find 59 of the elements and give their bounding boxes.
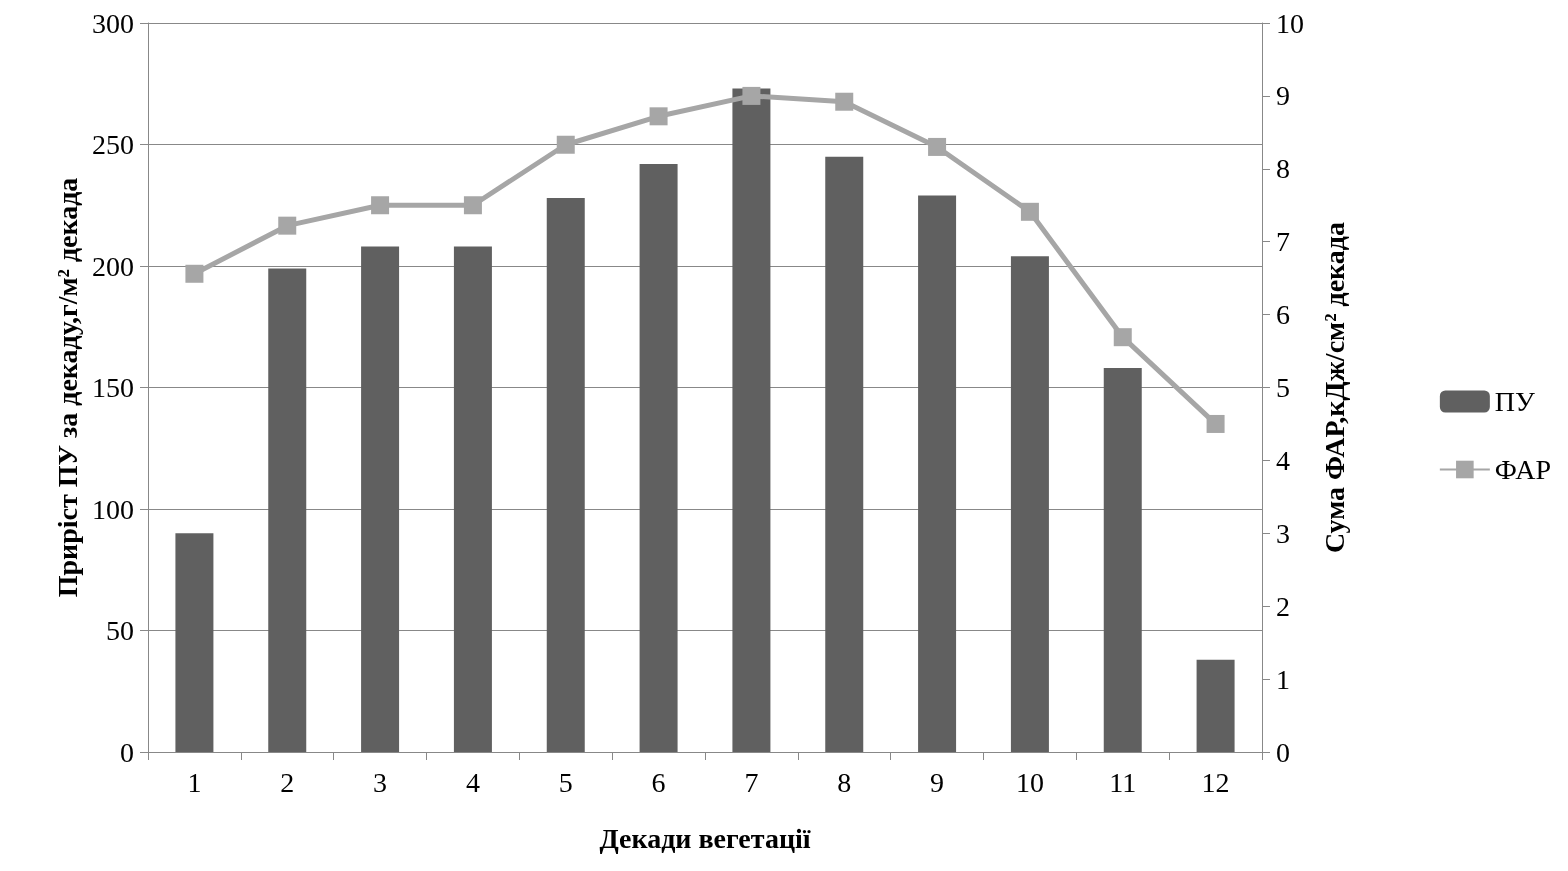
x-tick-label: 1 (187, 766, 202, 798)
y2-axis-title: Сума ФАР,кДж/см² декада (1318, 222, 1350, 553)
point (1113, 328, 1132, 347)
y2-tick-label: 7 (1276, 226, 1290, 258)
point (185, 264, 204, 283)
y2-tick-label: 5 (1276, 372, 1290, 403)
legend-label: ФАР (1494, 454, 1552, 485)
point (1206, 414, 1225, 433)
bar (639, 163, 678, 752)
y2-tick-label: 3 (1276, 517, 1290, 549)
x-tick-label: 3 (373, 766, 388, 798)
x-tick-label: 10 (1015, 766, 1044, 798)
bar (546, 197, 585, 752)
point (928, 137, 947, 156)
point (835, 92, 854, 111)
y2-tick-label: 0 (1276, 736, 1290, 768)
y2-tick-label: 10 (1276, 7, 1304, 39)
y-tick-label: 0 (120, 736, 134, 768)
point (1020, 202, 1039, 221)
x-tick-label: 2 (280, 766, 295, 798)
bar (1103, 368, 1142, 752)
point (742, 86, 761, 105)
bar (361, 246, 400, 752)
point (649, 107, 668, 126)
x-tick-label: 12 (1201, 766, 1230, 798)
y-tick-label: 50 (106, 615, 134, 646)
y-tick-label: 250 (92, 129, 134, 160)
y2-tick-label: 1 (1276, 663, 1290, 695)
bar (453, 246, 492, 752)
point (556, 135, 575, 154)
bar (825, 156, 864, 752)
y-tick-label: 300 (92, 7, 134, 39)
y2-tick-label: 8 (1276, 153, 1290, 185)
legend-label: ПУ (1494, 386, 1536, 417)
x-tick-label: 11 (1109, 766, 1137, 798)
x-tick-label: 6 (651, 766, 666, 798)
x-tick-label: 9 (930, 766, 945, 798)
x-axis-title: Декади вегетації (599, 822, 811, 854)
y2-tick-label: 2 (1276, 590, 1290, 622)
bar (1010, 256, 1049, 752)
x-tick-label: 7 (744, 766, 759, 798)
x-tick-label: 8 (837, 766, 852, 798)
y2-tick-label: 6 (1276, 299, 1290, 331)
bar (732, 88, 771, 752)
x-tick-label: 4 (465, 766, 480, 798)
point (371, 196, 390, 215)
y-tick-label: 100 (92, 493, 134, 525)
y2-tick-label: 4 (1276, 444, 1290, 476)
bar (175, 533, 214, 752)
y-tick-label: 200 (92, 250, 134, 282)
point (278, 216, 297, 235)
bar (918, 195, 957, 752)
bar (268, 268, 307, 752)
bar (1196, 659, 1235, 752)
point (463, 196, 482, 215)
y-tick-label: 150 (92, 372, 134, 403)
x-tick-label: 5 (558, 766, 573, 798)
y2-tick-label: 9 (1276, 80, 1290, 112)
y-axis-title: Приріст ПУ за декаду,г/м² декада (51, 177, 83, 598)
